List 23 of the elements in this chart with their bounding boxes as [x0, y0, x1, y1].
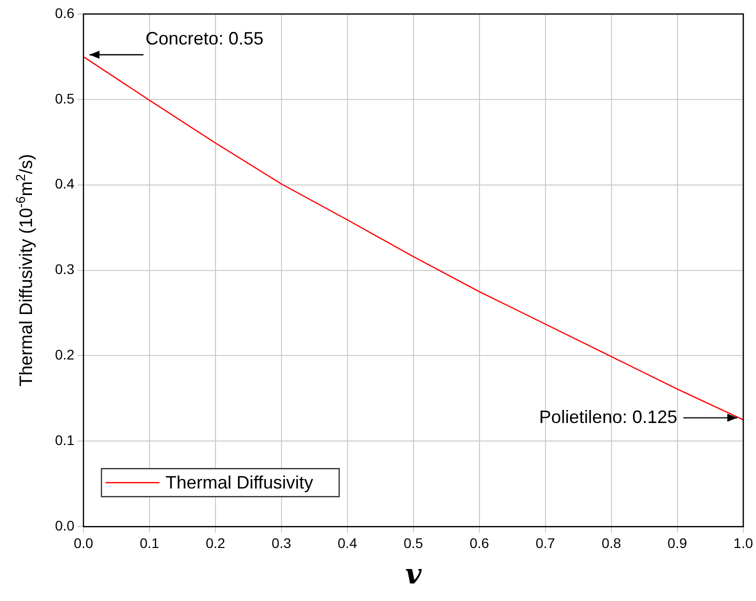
y-tick-label: 0.1: [54, 432, 75, 448]
y-tick-label: 0.0: [54, 517, 75, 534]
annotation: Concreto: 0.55: [145, 28, 264, 49]
x-tick-label: 0.8: [602, 534, 622, 551]
x-axis-title: v: [405, 557, 422, 590]
x-tick-label: 0.5: [404, 534, 424, 551]
x-tick-label: 0.3: [272, 534, 292, 551]
x-tick-label: 0.0: [74, 534, 94, 551]
x-tick-label: 0.7: [536, 534, 556, 551]
legend-label: Thermal Diffusivity: [165, 472, 314, 493]
y-tick-label: 0.3: [54, 261, 75, 278]
x-tick-label: 0.2: [206, 534, 226, 551]
y-tick-label: 0.4: [54, 176, 75, 192]
y-axis-title: Thermal Diffusivity (10-6m2/s): [13, 154, 36, 387]
x-tick-label: 0.1: [140, 534, 160, 551]
annotation: Polietileno: 0.125: [539, 406, 678, 427]
x-tick-label: 0.6: [470, 534, 490, 551]
x-tick-label: 0.4: [338, 534, 358, 551]
y-tick-label: 0.6: [54, 4, 75, 21]
y-tick-label: 0.5: [54, 90, 75, 106]
y-tick-label: 0.2: [54, 346, 75, 363]
x-tick-label: 0.9: [668, 534, 688, 551]
x-tick-label: 1.0: [734, 534, 754, 551]
